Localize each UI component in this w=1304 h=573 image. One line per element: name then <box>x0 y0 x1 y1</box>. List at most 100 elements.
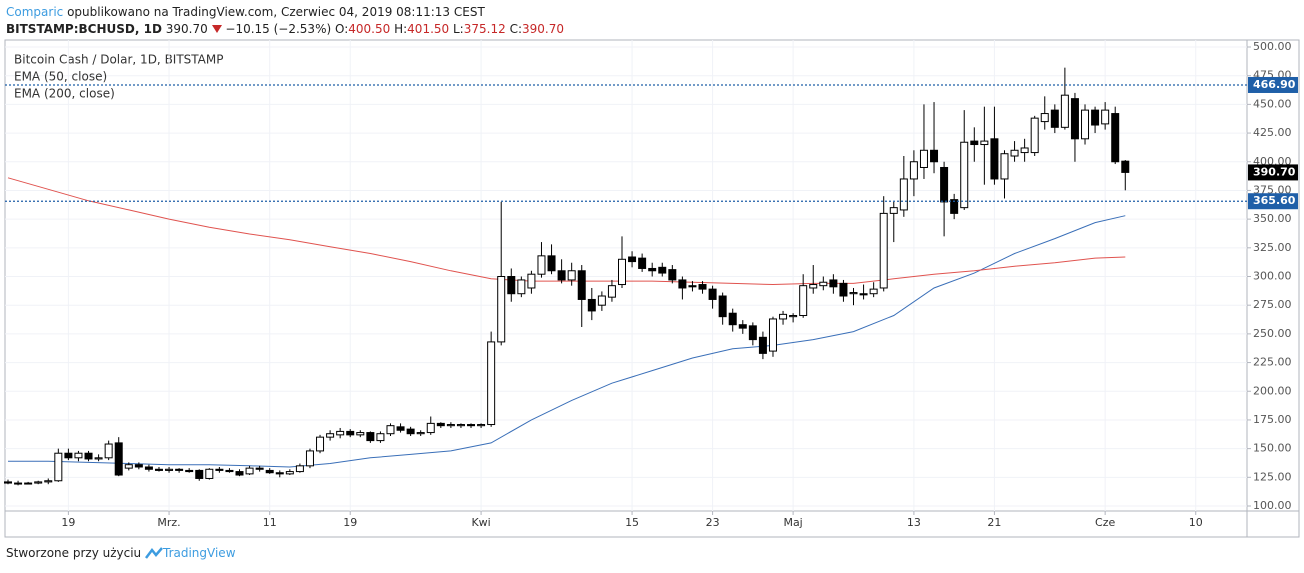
candle-body <box>618 258 626 286</box>
candle-body <box>446 424 455 427</box>
candle-body <box>386 425 395 435</box>
candle-body <box>879 212 888 289</box>
candle-body <box>165 468 174 471</box>
candle-body <box>728 312 737 326</box>
legend-entry: EMA (200, close) <box>14 87 115 101</box>
candle-body <box>295 465 304 473</box>
x-tick-label: Maj <box>783 516 802 529</box>
y-tick-label: 225.00 <box>1253 356 1292 369</box>
candle-body <box>819 281 828 287</box>
y-tick-label: 300.00 <box>1253 270 1292 283</box>
candle-body <box>889 207 898 214</box>
candle-body <box>1000 153 1009 180</box>
candle-body <box>1101 109 1110 125</box>
candle-body <box>487 341 496 426</box>
footer-brand[interactable]: TradingView <box>163 546 236 560</box>
candle-body <box>869 288 878 295</box>
candle-body <box>990 138 999 180</box>
ohlc: O:400.50 H:401.50 L:375.12 C:390.70 <box>335 22 564 36</box>
price-tag <box>1248 193 1298 210</box>
candle-body <box>175 468 184 471</box>
candle-body <box>1091 109 1100 126</box>
ohlc-label: L: <box>453 22 464 36</box>
candle-body <box>940 166 949 203</box>
candle-body <box>517 279 526 295</box>
candle-body <box>376 433 385 442</box>
candle-body <box>708 288 717 300</box>
candle-body <box>799 285 808 317</box>
x-tick-label: 19 <box>61 516 75 529</box>
candle-body <box>1010 149 1019 157</box>
candle-body <box>758 336 767 354</box>
y-tick-label: 425.00 <box>1253 126 1292 139</box>
candle-body <box>698 284 707 290</box>
ema-line <box>7 177 1126 286</box>
candle-body <box>678 279 687 289</box>
ohlc-label: C: <box>509 22 522 36</box>
candle-body <box>94 457 103 460</box>
candle-body <box>4 481 12 484</box>
candle-body <box>527 273 536 289</box>
change: −10.15 (−2.53%) <box>225 22 332 36</box>
candle-body <box>839 282 848 297</box>
candle-body <box>980 140 989 146</box>
x-tick-label: Kwi <box>471 516 490 529</box>
y-tick-label: 250.00 <box>1253 327 1292 340</box>
candle-body <box>547 255 556 272</box>
candle-body <box>748 325 757 341</box>
candle-body <box>1070 98 1079 140</box>
candle-body <box>638 257 647 269</box>
candle-body <box>1040 113 1049 123</box>
candle-body <box>195 469 204 479</box>
candle-body <box>577 270 586 300</box>
candle-body <box>326 433 335 438</box>
candle-body <box>597 295 606 306</box>
price-tag-label: 365.60 <box>1253 194 1296 207</box>
candle-body <box>396 426 405 431</box>
candle-body <box>356 432 365 436</box>
candle-body <box>205 468 214 479</box>
y-tick-label: 200.00 <box>1253 384 1292 397</box>
candle-body <box>849 292 858 295</box>
candle-body <box>537 255 546 275</box>
y-tick-label: 100.00 <box>1253 499 1292 512</box>
candle-body <box>245 467 254 475</box>
price-tag <box>1248 76 1298 93</box>
x-tick-label: 11 <box>263 516 277 529</box>
candle-body <box>859 293 868 296</box>
x-tick-label: 23 <box>706 516 720 529</box>
x-tick-label: Cze <box>1095 516 1115 529</box>
candle-body <box>557 270 566 281</box>
y-tick-label: 325.00 <box>1253 241 1292 254</box>
ohlc-value: 375.12 <box>463 22 506 36</box>
candle-body <box>1081 109 1090 140</box>
x-tick-label: 15 <box>625 516 639 529</box>
footer-text: Stworzone przy użyciu <box>6 546 142 560</box>
candle-body <box>738 324 747 329</box>
candle-body <box>426 422 435 434</box>
candle-body <box>154 468 163 471</box>
candle-body <box>930 149 939 163</box>
candle-body <box>829 279 838 288</box>
candle-body <box>950 199 959 214</box>
candle-body <box>809 284 818 289</box>
candle-body <box>628 256 637 263</box>
candle-body <box>185 469 194 473</box>
candle-body <box>456 424 465 427</box>
tv-logo <box>145 547 163 559</box>
candle-body <box>497 276 506 343</box>
candle-body <box>64 452 73 459</box>
frame <box>4 39 1300 538</box>
ohlc-label: H: <box>394 22 408 36</box>
header: Comparic opublikowano na TradingView.com… <box>6 4 564 38</box>
candle-body <box>1111 113 1120 163</box>
candle-body <box>265 469 274 474</box>
candle-body <box>467 424 476 427</box>
candle-body <box>477 424 486 427</box>
candle-body <box>789 315 798 318</box>
candle-body <box>648 267 657 272</box>
x-tick-label: 19 <box>343 516 357 529</box>
author[interactable]: Comparic <box>6 5 64 19</box>
y-tick-label: 150.00 <box>1253 442 1292 455</box>
